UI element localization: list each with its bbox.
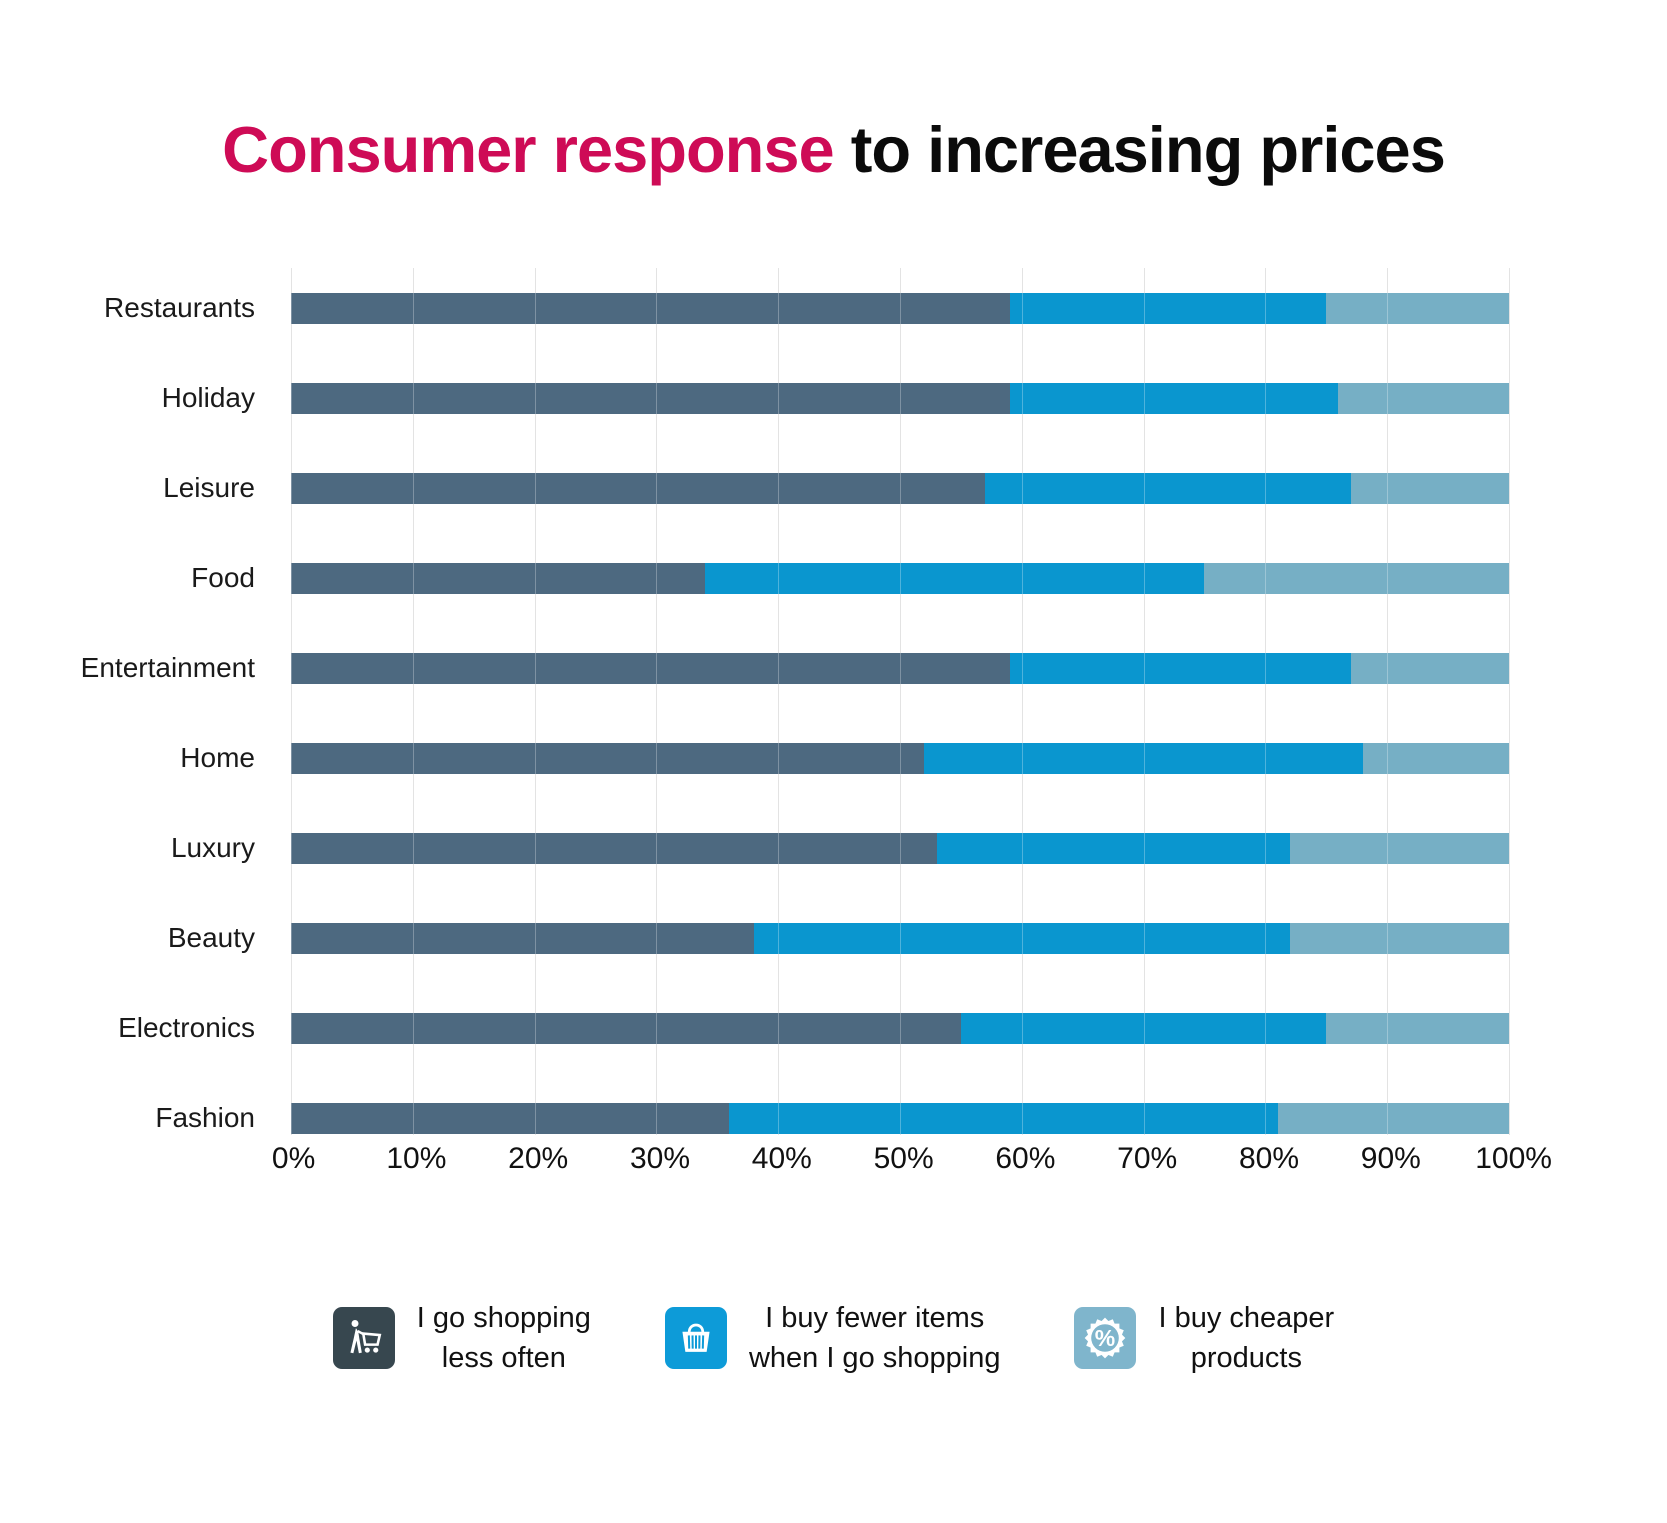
- legend-label-line2: products: [1190, 1342, 1302, 1374]
- bar-segment: [1009, 292, 1327, 324]
- x-tick-label: 40%: [751, 1142, 812, 1175]
- bar-segment: [291, 832, 937, 864]
- bar-segment: [1277, 1102, 1509, 1134]
- bar-segment: [1350, 472, 1509, 504]
- chart-title-highlight: Consumer response: [222, 113, 851, 186]
- bar-segment: [1326, 1012, 1509, 1044]
- legend-label: I go shopping less often: [417, 1298, 591, 1378]
- bar-segment: [1204, 562, 1509, 594]
- bar-rows: Restaurants Holiday Leisure Food Entertainme…: [0, 263, 1667, 1163]
- stacked-bar: [291, 832, 1509, 864]
- basket-icon: [664, 1307, 727, 1369]
- svg-text:%: %: [1095, 1325, 1115, 1351]
- bar-segment: [1009, 652, 1351, 684]
- stacked-bar: [291, 652, 1509, 684]
- bar-segment: [753, 922, 1290, 954]
- chart-row: Restaurants: [0, 263, 1667, 353]
- legend-label-line2: when I go shopping: [748, 1342, 1001, 1374]
- bar-segment: [291, 382, 1010, 414]
- bar-segment: [291, 742, 925, 774]
- chart-row: Holiday: [0, 353, 1667, 443]
- bar-segment: [1289, 832, 1509, 864]
- chart-row: Beauty: [0, 893, 1667, 983]
- x-tick-label: 0%: [271, 1142, 316, 1175]
- chart-row: Leisure: [0, 443, 1667, 533]
- legend: I go shopping less often: [0, 1298, 1667, 1378]
- chart-title-rest: to increasing prices: [850, 113, 1446, 186]
- stacked-bar: [291, 922, 1509, 954]
- x-tick-label: 90%: [1360, 1142, 1421, 1175]
- bar-segment: [729, 1102, 1278, 1134]
- legend-label-line1: I go shopping: [416, 1302, 591, 1334]
- bar-segment: [1009, 382, 1339, 414]
- bar-segment: [291, 562, 706, 594]
- x-axis: 0% 10% 20% 30% 40% 50% 60% 70% 80% 90% 100%: [272, 1142, 1552, 1190]
- bar-segment: [1326, 292, 1509, 324]
- chart-row: Fashion: [0, 1073, 1667, 1163]
- category-label: Restaurants: [104, 292, 255, 323]
- stacked-bar: [291, 742, 1509, 774]
- bar-segment: [291, 922, 754, 954]
- category-label: Electronics: [118, 1012, 255, 1043]
- legend-label-line2: less often: [441, 1342, 566, 1374]
- bar-segment: [1350, 652, 1509, 684]
- stacked-bar: [291, 382, 1509, 414]
- bar-segment: [936, 832, 1290, 864]
- bar-segment: [291, 1102, 730, 1134]
- legend-label: I buy cheaper products: [1158, 1298, 1334, 1378]
- x-tick-label: 30%: [629, 1142, 691, 1175]
- person-cart-icon: [332, 1307, 395, 1369]
- stacked-bar: [291, 1102, 1509, 1134]
- legend-item-buy-cheaper: % I buy cheaper products: [1074, 1298, 1334, 1378]
- category-label: Beauty: [167, 922, 255, 953]
- legend-item-shop-less-often: I go shopping less often: [332, 1298, 591, 1378]
- bar-segment: [1289, 922, 1509, 954]
- bar-segment: [291, 292, 1010, 324]
- x-tick-label: 60%: [995, 1142, 1056, 1175]
- legend-label-line1: I buy cheaper: [1158, 1302, 1335, 1334]
- stacked-bar: [291, 562, 1509, 594]
- bar-segment: [291, 472, 986, 504]
- category-label: Home: [180, 742, 255, 773]
- bar-segment: [985, 472, 1351, 504]
- legend-label-line1: I buy fewer items: [765, 1302, 985, 1334]
- stacked-bar: [291, 1012, 1509, 1044]
- category-label: Entertainment: [80, 652, 255, 683]
- x-tick-label: 100%: [1475, 1142, 1552, 1175]
- x-tick-label: 20%: [508, 1142, 569, 1175]
- legend-label: I buy fewer items when I go shopping: [749, 1298, 1001, 1378]
- bar-segment: [291, 652, 1010, 684]
- bar-segment: [960, 1012, 1327, 1044]
- x-tick-label: 80%: [1238, 1142, 1300, 1175]
- category-label: Fashion: [155, 1102, 255, 1133]
- chart-row: Home: [0, 713, 1667, 803]
- chart-row: Entertainment: [0, 623, 1667, 713]
- x-tick-label: 10%: [386, 1142, 447, 1175]
- bar-segment: [924, 742, 1363, 774]
- chart-row: Electronics: [0, 983, 1667, 1073]
- bar-segment: [705, 562, 1205, 594]
- x-tick-label: 50%: [873, 1142, 934, 1175]
- x-tick-label: 70%: [1117, 1142, 1178, 1175]
- stacked-bar: [291, 292, 1509, 324]
- bar-segment: [1338, 382, 1509, 414]
- category-label: Leisure: [163, 472, 255, 503]
- percent-badge-icon: %: [1074, 1307, 1137, 1369]
- stacked-bar: [291, 472, 1509, 504]
- chart-row: Luxury: [0, 803, 1667, 893]
- category-label: Luxury: [170, 832, 255, 863]
- bar-segment: [1362, 742, 1509, 774]
- chart-row: Food: [0, 533, 1667, 623]
- chart-title: Consumer response to increasing prices: [0, 112, 1667, 187]
- legend-item-buy-fewer-items: I buy fewer items when I go shopping: [664, 1298, 1001, 1378]
- category-label: Food: [191, 562, 255, 593]
- category-label: Holiday: [161, 382, 255, 413]
- bar-segment: [291, 1012, 961, 1044]
